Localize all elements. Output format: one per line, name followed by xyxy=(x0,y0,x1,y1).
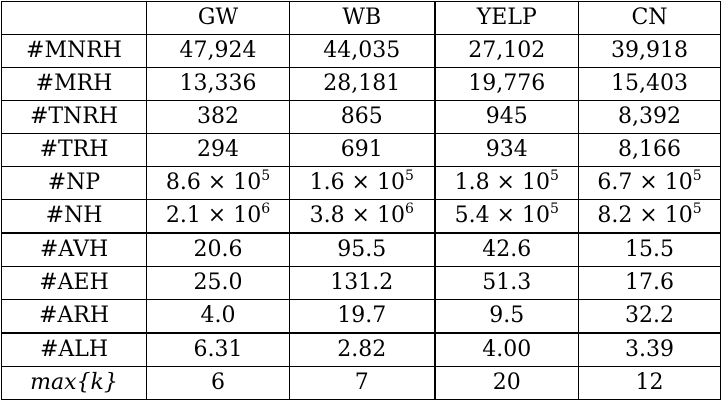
table-cell: 17.6 xyxy=(578,266,721,300)
table-cell: 39,918 xyxy=(578,34,721,68)
mantissa: 6.7 × 10 xyxy=(597,170,693,195)
table-row: #NP 8.6 × 105 1.6 × 105 1.8 × 105 6.7 × … xyxy=(1,166,721,200)
table-cell: 51.3 xyxy=(433,266,579,300)
table-cell: 2.82 xyxy=(289,332,435,367)
table-row: #ARH 4.0 19.7 9.5 32.2 xyxy=(1,299,721,334)
table-cell: 95.5 xyxy=(289,232,435,267)
mantissa: 1.6 × 10 xyxy=(309,170,405,195)
exponent: 5 xyxy=(261,168,271,184)
table-cell: 19.7 xyxy=(289,299,435,334)
table-cell: 28,181 xyxy=(289,67,435,101)
row-label-tnrh: #TNRH xyxy=(1,100,147,134)
table-cell: 42.6 xyxy=(433,232,579,267)
table-cell: 27,102 xyxy=(433,34,579,68)
row-label-nh: #NH xyxy=(1,199,147,234)
table-cell: 3.39 xyxy=(578,332,721,367)
exponent: 6 xyxy=(404,201,414,217)
row-label-mrh: #MRH xyxy=(1,67,147,101)
table-cell: 20.6 xyxy=(146,232,290,267)
table-row: #MNRH 47,924 44,035 27,102 39,918 xyxy=(1,34,721,68)
table-cell: 131.2 xyxy=(289,266,435,300)
table-cell: 15,403 xyxy=(578,67,721,101)
header-cell-yelp: YELP xyxy=(433,1,579,35)
mantissa: 8.2 × 10 xyxy=(597,203,693,228)
exponent: 5 xyxy=(549,168,559,184)
table-cell: 945 xyxy=(433,100,579,134)
table-cell: 934 xyxy=(433,133,579,167)
table-cell: 25.0 xyxy=(146,266,290,300)
table-cell: 4.00 xyxy=(433,332,579,367)
exponent: 6 xyxy=(261,201,271,217)
table-row: #MRH 13,336 28,181 19,776 15,403 xyxy=(1,67,721,101)
table-cell: 19,776 xyxy=(433,67,579,101)
table-cell: 8,166 xyxy=(578,133,721,167)
mantissa: 3.8 × 10 xyxy=(309,203,405,228)
exponent: 5 xyxy=(692,168,702,184)
table-cell: 294 xyxy=(146,133,290,167)
row-label-aeh: #AEH xyxy=(1,266,147,300)
table-cell: 691 xyxy=(289,133,435,167)
table-cell: 13,336 xyxy=(146,67,290,101)
table-cell: 15.5 xyxy=(578,232,721,267)
table-row: #TRH 294 691 934 8,166 xyxy=(1,133,721,167)
table-row: #AEH 25.0 131.2 51.3 17.6 xyxy=(1,266,721,300)
exponent: 5 xyxy=(692,201,702,217)
row-label-avh: #AVH xyxy=(1,232,147,267)
table-cell: 20 xyxy=(433,366,579,400)
table-cell: 6.31 xyxy=(146,332,290,367)
mantissa: 8.6 × 10 xyxy=(165,170,262,195)
table-cell: 32.2 xyxy=(578,299,721,334)
mantissa: 2.1 × 10 xyxy=(165,203,262,228)
table-row: #AVH 20.6 95.5 42.6 15.5 xyxy=(1,232,721,267)
header-cell-gw: GW xyxy=(146,1,290,35)
exponent: 5 xyxy=(549,201,559,217)
row-label-max-k: max{k} xyxy=(1,366,147,400)
table-cell: 8.6 × 105 xyxy=(146,166,290,200)
table-cell: 8,392 xyxy=(578,100,721,134)
exponent: 5 xyxy=(404,168,414,184)
row-label-trh: #TRH xyxy=(1,133,147,167)
table-cell: 1.6 × 105 xyxy=(289,166,435,200)
table-cell: 9.5 xyxy=(433,299,579,334)
table-cell: 5.4 × 105 xyxy=(433,199,579,234)
row-label-arh: #ARH xyxy=(1,299,147,334)
row-label-np: #NP xyxy=(1,166,147,200)
table-cell: 382 xyxy=(146,100,290,134)
table-cell: 12 xyxy=(578,366,721,400)
table-row: max{k} 6 7 20 12 xyxy=(1,366,721,400)
table-cell: 3.8 × 106 xyxy=(289,199,435,234)
table-cell: 6.7 × 105 xyxy=(578,166,721,200)
header-cell-cn: CN xyxy=(578,1,721,35)
mantissa: 1.8 × 10 xyxy=(454,170,550,195)
table-row: #NH 2.1 × 106 3.8 × 106 5.4 × 105 8.2 × … xyxy=(1,199,721,234)
row-label-alh: #ALH xyxy=(1,332,147,367)
table-cell: 4.0 xyxy=(146,299,290,334)
row-label-mnrh: #MNRH xyxy=(1,34,147,68)
table-cell: 1.8 × 105 xyxy=(433,166,579,200)
table-cell: 8.2 × 105 xyxy=(578,199,721,234)
table-cell: 2.1 × 106 xyxy=(146,199,290,234)
table-cell: 7 xyxy=(289,366,435,400)
statistics-table: GW WB YELP CN #MNRH 47,924 44,035 27,102… xyxy=(1,1,721,400)
table-cell: 47,924 xyxy=(146,34,290,68)
table-row: #TNRH 382 865 945 8,392 xyxy=(1,100,721,134)
header-row: GW WB YELP CN xyxy=(1,1,721,35)
header-cell-wb: WB xyxy=(289,1,435,35)
mantissa: 5.4 × 10 xyxy=(454,203,550,228)
table-cell: 6 xyxy=(146,366,290,400)
table-cell: 865 xyxy=(289,100,435,134)
table-row: #ALH 6.31 2.82 4.00 3.39 xyxy=(1,332,721,367)
header-cell-corner xyxy=(1,1,147,35)
table-cell: 44,035 xyxy=(289,34,435,68)
